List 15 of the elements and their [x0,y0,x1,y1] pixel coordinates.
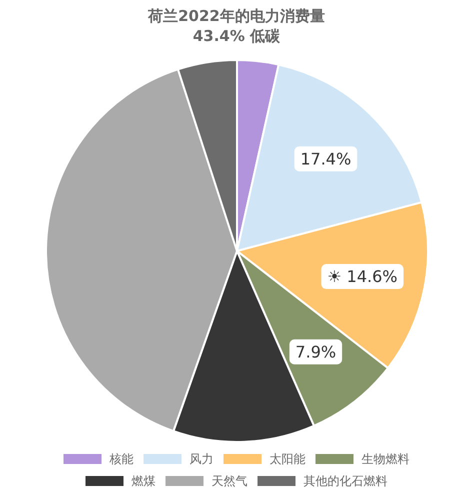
data-label: 17.4% [300,149,352,168]
title: 荷兰2022年的电力消费量 [148,7,325,25]
data-label: 17.4% [294,146,358,172]
legend-label: 天然气 [212,474,248,488]
legend-label: 风力 [190,452,214,466]
data-label: 7.9% [295,342,336,362]
data-label: ☀ 14.6% [321,264,404,290]
legend-label: 生物燃料 [362,452,410,466]
data-label: 7.9% [289,339,342,364]
legend-label: 其他的化石燃料 [304,474,388,488]
data-label: ☀ 14.6% [327,267,398,286]
subtitle: 43.4% 低碳 [192,27,280,45]
legend-label: 太阳能 [270,452,306,466]
legend-label: 核能 [110,452,134,466]
legend-label: 燃煤 [132,474,156,488]
